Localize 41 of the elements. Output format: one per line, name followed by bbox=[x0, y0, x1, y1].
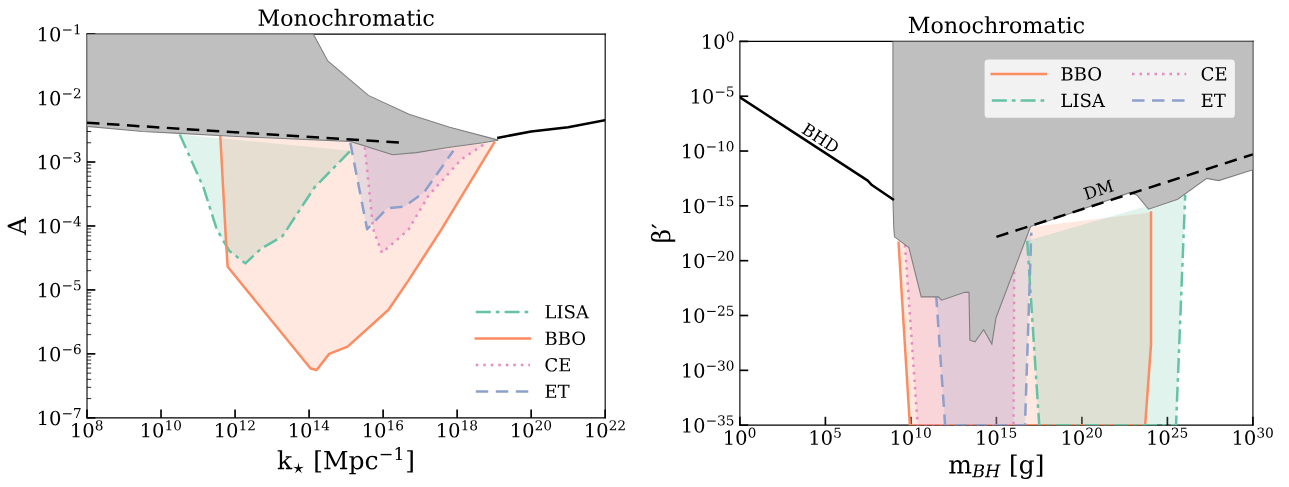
y-tick-label: 10$^{−6}$ bbox=[39, 343, 81, 362]
x-tick-label: 10$^{14}$ bbox=[290, 420, 330, 438]
x-tick-label: 10$^{20}$ bbox=[1062, 427, 1102, 445]
legend-label: LISA bbox=[1061, 93, 1106, 108]
y-tick-label: 10$^{−10}$ bbox=[683, 141, 734, 159]
x-tick-label: 10$^{20}$ bbox=[512, 420, 552, 438]
y-tick-label: 10$^{−4}$ bbox=[39, 216, 81, 234]
y-tick-label: 10$^{−5}$ bbox=[691, 86, 734, 104]
legend-label: CE bbox=[1201, 66, 1227, 81]
legend-label: BBO bbox=[1061, 66, 1102, 81]
y-tick-label: 10$^{−20}$ bbox=[683, 250, 734, 269]
x-tick-label: 10$^{10}$ bbox=[142, 420, 181, 438]
x-tick-label: 10$^{22}$ bbox=[586, 420, 625, 438]
x-tick-label: 10$^{16}$ bbox=[364, 420, 404, 438]
x-tick-label: 10$^{15}$ bbox=[977, 427, 1017, 445]
y-tick-label: 10$^{−3}$ bbox=[39, 152, 81, 170]
legend-label: BBO bbox=[545, 331, 586, 346]
y-tick-label: 10$^{−30}$ bbox=[683, 360, 734, 378]
y-tick-label: 10$^{−1}$ bbox=[39, 24, 80, 42]
legend-label: ET bbox=[545, 384, 570, 398]
x-tick-label: 10$^{18}$ bbox=[438, 420, 478, 438]
x-tick-label: 10$^{30}$ bbox=[1233, 427, 1273, 445]
x-axis-title: m$_{BH}$ [g] bbox=[949, 454, 1043, 479]
annotation: DM bbox=[1083, 179, 1115, 200]
y-axis-title: β′ bbox=[650, 223, 676, 242]
x-tick-label: 10$^{25}$ bbox=[1148, 427, 1188, 445]
legend-label: LISA bbox=[545, 304, 590, 319]
y-tick-label: 10$^{−2}$ bbox=[39, 88, 81, 106]
legend-label: ET bbox=[1201, 93, 1226, 107]
chart-title: Monochromatic bbox=[908, 16, 1085, 34]
x-tick-label: 10$^{12}$ bbox=[216, 420, 255, 438]
y-tick-label: 10$^{0}$ bbox=[703, 31, 734, 49]
x-axis-title: k$_{⋆}$ [Mpc$^{−1}$] bbox=[277, 447, 413, 475]
y-tick-label: 10$^{−5}$ bbox=[39, 280, 81, 298]
x-tick-label: 10$^{10}$ bbox=[891, 427, 931, 445]
chart-title: Monochromatic bbox=[258, 8, 434, 27]
y-tick-label: 10$^{−25}$ bbox=[683, 305, 734, 324]
legend-label: CE bbox=[545, 357, 570, 372]
x-tick-label: 10$^{5}$ bbox=[810, 427, 841, 445]
y-tick-label: 10$^{−15}$ bbox=[683, 195, 734, 214]
y-axis-title: A bbox=[7, 216, 26, 236]
